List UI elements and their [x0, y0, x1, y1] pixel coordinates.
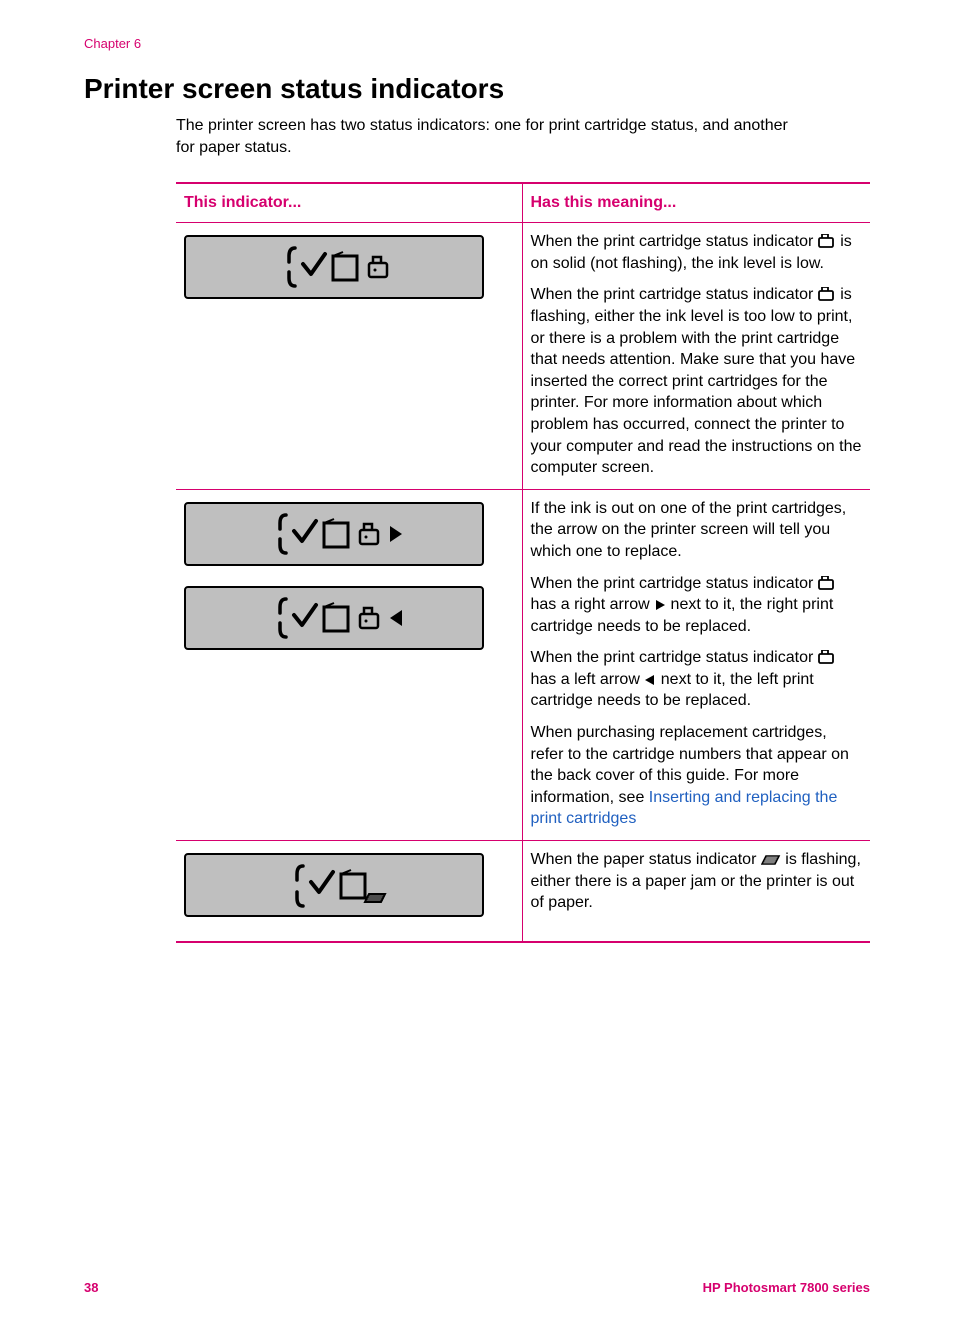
right-arrow-icon — [654, 599, 666, 611]
cartridge-icon — [818, 650, 836, 664]
table-row: If the ink is out on one of the print ca… — [176, 489, 870, 840]
meaning-text: When the paper status indicator is flash… — [531, 849, 863, 914]
meaning-text: When the print cartridge status indicato… — [531, 573, 863, 638]
left-arrow-icon — [644, 674, 656, 686]
meaning-text: When the print cartridge status indicato… — [531, 284, 863, 478]
table-row: When the paper status indicator is flash… — [176, 841, 870, 943]
cartridge-icon — [818, 576, 836, 590]
page-title: Printer screen status indicators — [84, 73, 870, 105]
meaning-text: If the ink is out on one of the print ca… — [531, 498, 863, 563]
indicator-screen-cartridge — [184, 235, 484, 299]
paper-icon — [761, 854, 781, 866]
indicator-screen-paper — [184, 853, 484, 917]
table-header-indicator: This indicator... — [176, 183, 522, 223]
chapter-label: Chapter 6 — [84, 36, 870, 51]
table-row: When the print cartridge status indicato… — [176, 223, 870, 490]
meaning-text: When the print cartridge status indicato… — [531, 647, 863, 712]
indicator-screen-cartridge-left-arrow — [184, 586, 484, 650]
intro-paragraph: The printer screen has two status indica… — [176, 115, 796, 158]
meaning-text: When purchasing replacement cartridges, … — [531, 722, 863, 830]
status-table: This indicator... Has this meaning... — [176, 182, 870, 943]
cartridge-icon — [818, 287, 836, 301]
cartridge-icon — [818, 234, 836, 248]
page-footer: 38 HP Photosmart 7800 series — [84, 1280, 870, 1295]
page-number: 38 — [84, 1280, 98, 1295]
product-name: HP Photosmart 7800 series — [703, 1280, 870, 1295]
meaning-text: When the print cartridge status indicato… — [531, 231, 863, 274]
table-header-meaning: Has this meaning... — [522, 183, 870, 223]
indicator-screen-cartridge-right-arrow — [184, 502, 484, 566]
